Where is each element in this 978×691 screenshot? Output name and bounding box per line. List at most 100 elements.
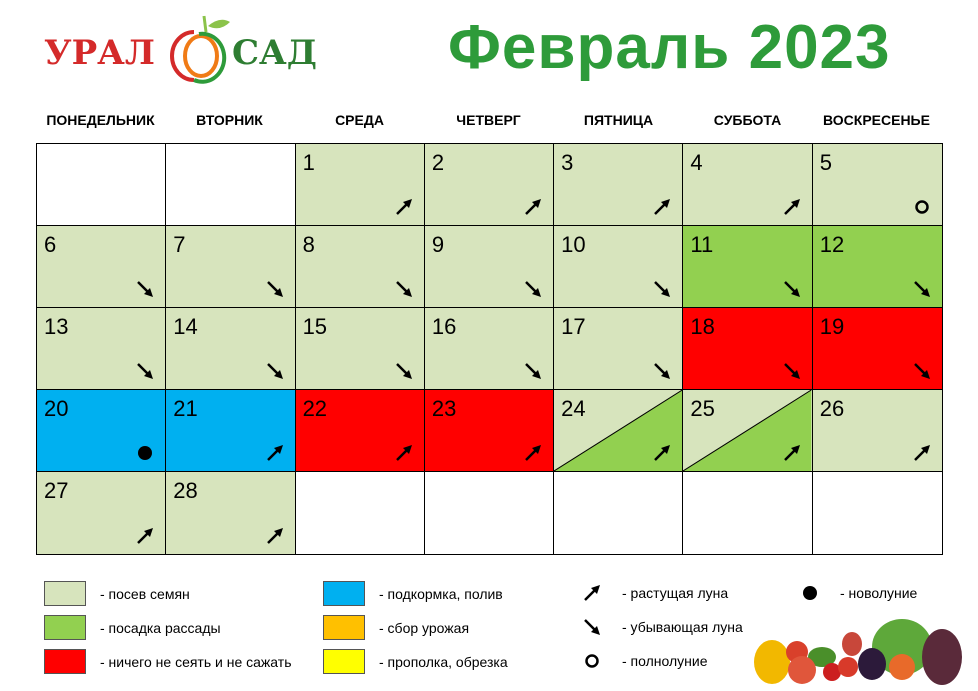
waning-moon-icon	[137, 363, 154, 379]
split-fill	[683, 390, 812, 471]
calendar-day-28: 28	[166, 472, 296, 554]
waning-moon-icon	[395, 363, 412, 379]
calendar-empty-cell	[554, 472, 684, 554]
legend-label: - убывающая луна	[622, 619, 743, 635]
legend-item-feeding: - подкормка, полив	[323, 581, 503, 606]
legend-swatch	[323, 581, 365, 606]
waning-moon-icon	[525, 281, 542, 297]
calendar-day-24: 24	[554, 390, 684, 472]
day-number: 21	[173, 396, 198, 421]
calendar-day-13: 13	[37, 308, 167, 390]
legend-label: - прополка, обрезка	[379, 653, 508, 670]
waning-moon-icon	[266, 281, 283, 297]
day-number: 20	[44, 396, 69, 421]
calendar-day-25: 25	[683, 390, 813, 472]
legend-swatch	[323, 649, 365, 674]
day-number: 14	[173, 314, 198, 339]
calendar-empty-cell	[683, 472, 813, 554]
day-number: 16	[431, 314, 457, 339]
calendar-empty-cell	[296, 472, 425, 554]
weekday-header: ПЯТНИЦА	[583, 112, 654, 128]
calendar-day-6: 6	[37, 226, 167, 308]
waning-moon-icon	[914, 363, 930, 379]
calendar-day-5: 5	[812, 144, 942, 226]
calendar-day-19: 19	[812, 308, 942, 390]
day-number: 6	[44, 232, 57, 257]
waxing-moon-icon	[654, 199, 671, 215]
calendar-day-20: 20	[37, 390, 167, 472]
waning-moon-icon	[654, 281, 671, 297]
legend-label: - ничего не сеять и не сажать	[100, 653, 292, 670]
day-number: 3	[561, 150, 574, 175]
day-number: 1	[302, 150, 315, 175]
legend-label: - полнолуние	[622, 653, 708, 669]
day-number: 13	[44, 314, 69, 339]
waning-moon-icon	[783, 363, 800, 379]
calendar-empty-cell	[37, 144, 167, 226]
calendar-empty-cell	[425, 472, 555, 554]
legend-item-seedlings: - посадка рассады	[44, 615, 221, 640]
calendar-day-26: 26	[812, 390, 942, 472]
day-number: 12	[819, 232, 845, 257]
waxing-moon-icon	[266, 445, 283, 461]
day-number: 11	[690, 232, 714, 257]
day-number: 18	[690, 314, 715, 339]
legend-swatch	[44, 649, 86, 674]
weekday-header: СУББОТА	[713, 112, 782, 128]
page-title: Февраль 2023	[448, 13, 891, 82]
legend-label: - посев семян	[100, 585, 190, 602]
legend-item-weeding: - прополка, обрезка	[323, 649, 508, 674]
calendar-day-10: 10	[554, 226, 684, 308]
day-number: 9	[431, 232, 445, 257]
waxing-moon-icon	[914, 445, 930, 461]
calendar-grid: 1 2 3 4 5 6 7 8 9 10 11 12 13 14 15 16 17 18 19 20 21 22 23 24 2…	[36, 143, 943, 555]
day-number: 19	[819, 314, 845, 339]
waning-moon-icon	[654, 363, 671, 379]
calendar-day-14: 14	[166, 308, 296, 390]
legend-item-waning: - убывающая луна	[582, 617, 743, 637]
calendar-day-27: 27	[37, 472, 167, 554]
calendar-day-22: 22	[295, 390, 425, 472]
day-number: 25	[690, 396, 715, 421]
legend-label: - сбор урожая	[379, 619, 470, 636]
calendar-day-21: 21	[166, 390, 296, 472]
calendar-day-23: 23	[424, 390, 555, 472]
day-number: 26	[819, 396, 845, 421]
legend-label: - посадка рассады	[100, 619, 221, 636]
legend-item-full: - полнолуние	[582, 651, 708, 671]
waning-moon-icon	[525, 363, 542, 379]
calendar-day-9: 9	[424, 226, 555, 308]
svg-text:УРАЛ: УРАЛ	[44, 33, 155, 73]
day-number: 8	[302, 232, 315, 257]
calendar-day-15: 15	[295, 308, 425, 390]
calendar-day-8: 8	[295, 226, 425, 308]
calendar-empty-cell	[166, 144, 296, 226]
legend-swatch	[323, 615, 365, 640]
calendar-day-3: 3	[554, 144, 684, 226]
new-moon-icon	[803, 586, 817, 600]
day-number: 2	[431, 150, 445, 175]
waning-moon-icon	[266, 363, 283, 379]
new-moon-icon	[138, 446, 153, 460]
svg-text:САД: САД	[232, 33, 317, 73]
day-number: 15	[302, 314, 328, 339]
weekday-header: ПОНЕДЕЛЬНИК	[46, 112, 155, 128]
day-number: 10	[561, 232, 586, 257]
day-number: 22	[302, 396, 328, 421]
day-number: 7	[173, 232, 186, 257]
weekday-header: ЧЕТВЕРГ	[456, 112, 521, 128]
waxing-moon-icon	[137, 528, 154, 544]
calendar-day-2: 2	[424, 144, 555, 226]
waxing-moon-icon	[395, 445, 412, 461]
waxing-moon-icon	[525, 199, 542, 215]
waxing-moon-icon	[783, 445, 800, 461]
day-number: 23	[431, 396, 457, 421]
waning-moon-icon	[584, 619, 600, 635]
day-number: 17	[561, 314, 586, 339]
weekday-header: ВТОРНИК	[196, 112, 263, 128]
waxing-moon-icon	[654, 445, 671, 461]
uralsad-logo: УРАЛ САД	[44, 15, 317, 84]
calendar-day-18: 18	[683, 308, 813, 390]
waning-moon-icon	[137, 281, 154, 297]
calendar-day-4: 4	[683, 144, 813, 226]
